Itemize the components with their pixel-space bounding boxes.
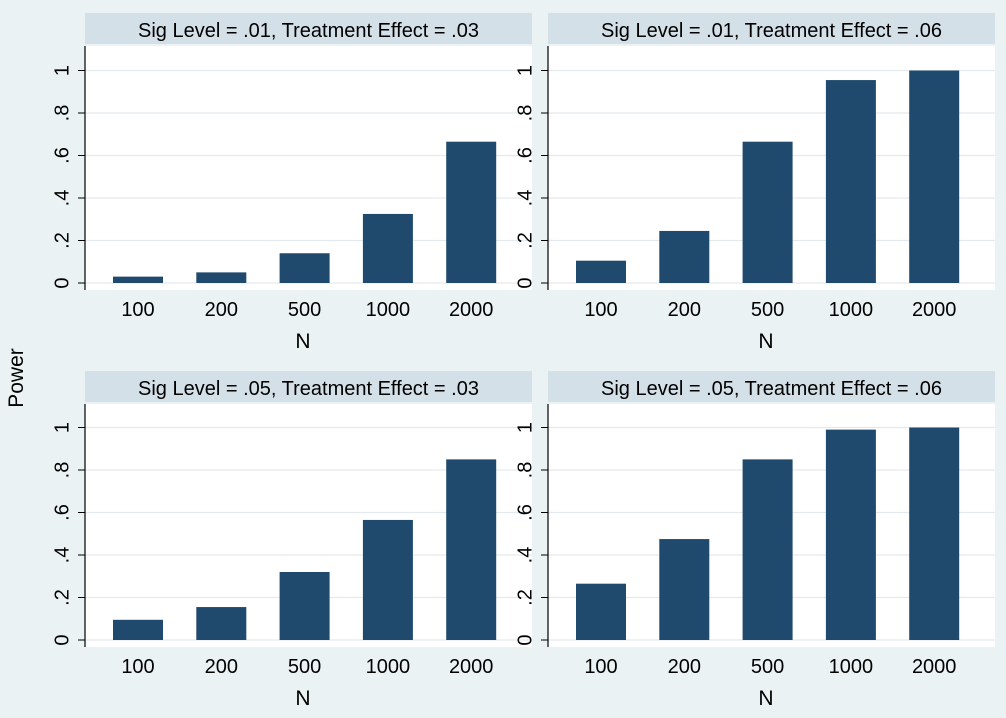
y-tick-label: 0	[51, 277, 73, 288]
bar	[446, 459, 497, 640]
y-tick-label: .2	[51, 232, 73, 249]
panel-title-strip	[548, 13, 995, 44]
x-tick-label: 100	[121, 299, 154, 321]
bar	[576, 583, 626, 640]
y-tick-label: 1	[51, 65, 73, 76]
panel-title: Sig Level = .01, Treatment Effect = .03	[138, 20, 479, 42]
y-tick-label: .8	[514, 462, 536, 479]
x-tick-label: 200	[668, 656, 701, 678]
y-tick-label: .8	[51, 462, 73, 479]
y-tick-label: 0	[514, 634, 536, 645]
y-tick-label: .4	[514, 547, 536, 564]
chart-panel-4: Sig Level = .05, Treatment Effect = .06 0…	[514, 371, 995, 710]
x-tick-label: 500	[751, 656, 784, 678]
bar	[113, 619, 163, 640]
panel-title: Sig Level = .05, Treatment Effect = .03	[138, 378, 479, 400]
x-tick-label: 200	[205, 656, 238, 678]
bar	[576, 260, 626, 283]
bar	[825, 80, 876, 283]
bar	[113, 276, 163, 283]
bar	[279, 253, 330, 283]
y-tick-label: .4	[514, 190, 536, 207]
chart-panel-2: Sig Level = .01, Treatment Effect = .06 0…	[514, 13, 995, 353]
x-axis-label: N	[758, 687, 773, 710]
x-tick-label: 2000	[912, 299, 957, 321]
y-tick-label: 0	[514, 277, 536, 288]
chart-panel-1: Sig Level = .01, Treatment Effect = .03 0…	[51, 13, 532, 353]
bar	[279, 572, 330, 640]
x-tick-label: 500	[751, 299, 784, 321]
x-tick-label: 100	[584, 656, 617, 678]
bar	[196, 272, 247, 283]
y-tick-label: .2	[51, 589, 73, 606]
y-tick-label: .8	[514, 105, 536, 122]
x-tick-label: 2000	[912, 656, 957, 678]
bar	[909, 70, 960, 283]
panel-title-strip	[85, 371, 532, 402]
y-tick-label: .6	[514, 147, 536, 164]
bar	[446, 141, 497, 283]
panel-title: Sig Level = .05, Treatment Effect = .06	[601, 378, 942, 400]
y-tick-label: .2	[514, 232, 536, 249]
x-tick-label: 1000	[366, 299, 411, 321]
chart-panel-3: Sig Level = .05, Treatment Effect = .03 0…	[51, 371, 532, 710]
y-tick-label: .4	[51, 547, 73, 564]
y-tick-label: .2	[514, 589, 536, 606]
bar	[362, 213, 413, 283]
bar	[196, 607, 247, 640]
x-tick-label: 500	[288, 656, 321, 678]
bar	[742, 459, 793, 640]
x-tick-label: 100	[584, 299, 617, 321]
y-tick-label: 1	[51, 422, 73, 433]
x-axis-label: N	[295, 687, 310, 710]
x-tick-label: 2000	[449, 299, 494, 321]
x-tick-label: 1000	[829, 299, 874, 321]
bar	[909, 427, 960, 640]
x-axis-label: N	[758, 330, 773, 353]
x-tick-label: 1000	[829, 656, 874, 678]
y-axis-label: Power	[5, 348, 28, 408]
panel-title-strip	[548, 371, 995, 402]
bar	[362, 519, 413, 640]
panel-title-strip	[85, 13, 532, 44]
x-tick-label: 1000	[366, 656, 411, 678]
y-tick-label: 1	[514, 422, 536, 433]
x-axis-label: N	[295, 330, 310, 353]
y-tick-label: .4	[51, 190, 73, 207]
y-tick-label: .6	[514, 504, 536, 521]
x-tick-label: 100	[121, 656, 154, 678]
y-tick-label: 1	[514, 65, 536, 76]
x-tick-label: 500	[288, 299, 321, 321]
bar	[742, 141, 793, 283]
x-tick-label: 200	[205, 299, 238, 321]
y-tick-label: .6	[51, 504, 73, 521]
x-tick-label: 200	[668, 299, 701, 321]
y-tick-label: 0	[51, 634, 73, 645]
panel-title: Sig Level = .01, Treatment Effect = .06	[601, 20, 942, 42]
bar	[825, 429, 876, 640]
y-tick-label: .8	[51, 105, 73, 122]
x-tick-label: 2000	[449, 656, 494, 678]
y-tick-label: .6	[51, 147, 73, 164]
bar	[659, 230, 710, 283]
bar	[659, 539, 710, 640]
